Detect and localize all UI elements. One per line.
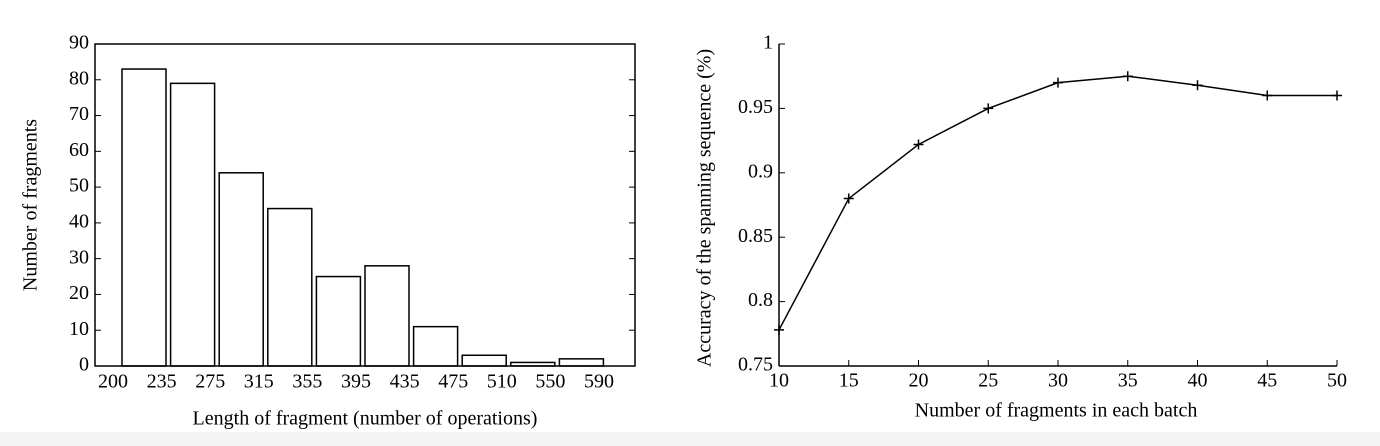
plot-frame <box>94 43 636 367</box>
x-tick-label: 10 <box>769 370 789 392</box>
x-tick-label: 45 <box>1257 370 1277 392</box>
x-tick-label: 200 <box>98 371 128 393</box>
y-tick-label: 20 <box>69 282 89 304</box>
x-tick-label: 275 <box>195 371 225 393</box>
y-tick-label: 0.85 <box>738 225 773 247</box>
x-tick-label: 435 <box>390 371 420 393</box>
y-tick-label: 50 <box>69 175 89 197</box>
point-marker <box>1332 90 1342 101</box>
y-tick-label: 40 <box>69 210 89 232</box>
bar <box>169 82 216 367</box>
y-tick-label: 70 <box>69 103 89 125</box>
y-tick-label: 0.95 <box>738 96 773 118</box>
x-tick-label: 590 <box>584 371 614 393</box>
x-tick-label: 395 <box>341 371 371 393</box>
y-tick-label: 30 <box>69 246 89 268</box>
point-marker <box>1262 90 1273 101</box>
x-tick-label: 510 <box>487 371 517 393</box>
x-tick-label: 25 <box>978 370 998 392</box>
x-tick-label: 40 <box>1188 370 1208 392</box>
y-axis-label: Number of fragments <box>20 119 42 291</box>
point-marker <box>774 324 784 335</box>
y-tick-label: 0.8 <box>748 289 773 311</box>
bar <box>364 265 410 367</box>
bar <box>558 358 605 367</box>
bar <box>412 325 459 367</box>
x-tick-label: 35 <box>1118 370 1138 392</box>
point-marker <box>1192 80 1203 91</box>
y-tick-label: 0.75 <box>738 354 773 376</box>
point-marker <box>983 103 994 114</box>
point-marker <box>1053 77 1063 88</box>
x-tick-label: 15 <box>839 370 859 392</box>
x-tick-label: 235 <box>147 371 177 393</box>
x-tick-label: 475 <box>438 371 468 393</box>
x-axis-label: Length of fragment (number of operations… <box>193 408 538 430</box>
y-tick-label: 0.9 <box>748 160 773 182</box>
y-tick-label: 10 <box>69 318 89 340</box>
bar <box>315 275 362 367</box>
x-axis-label: Number of fragments in each batch <box>915 400 1198 422</box>
y-tick-label: 1 <box>763 32 773 54</box>
x-tick-label: 355 <box>292 371 322 393</box>
x-tick-label: 30 <box>1048 370 1068 392</box>
y-axis-label: Accuracy of the spanning sequence (%) <box>694 49 716 367</box>
y-tick-label: 60 <box>69 139 89 161</box>
y-tick-label: 0 <box>79 354 89 376</box>
point-marker <box>843 193 854 204</box>
bottom-strip <box>0 432 1380 446</box>
bar <box>461 354 507 367</box>
y-tick-label: 80 <box>69 67 89 89</box>
x-tick-label: 50 <box>1327 370 1347 392</box>
x-tick-label: 20 <box>909 370 929 392</box>
y-tick-label: 90 <box>69 32 89 54</box>
bar <box>267 207 313 367</box>
point-marker <box>1122 71 1133 82</box>
x-tick-label: 550 <box>535 371 565 393</box>
bar <box>218 172 264 367</box>
point-marker <box>913 139 924 150</box>
bar <box>121 68 167 367</box>
x-tick-label: 315 <box>244 371 274 393</box>
